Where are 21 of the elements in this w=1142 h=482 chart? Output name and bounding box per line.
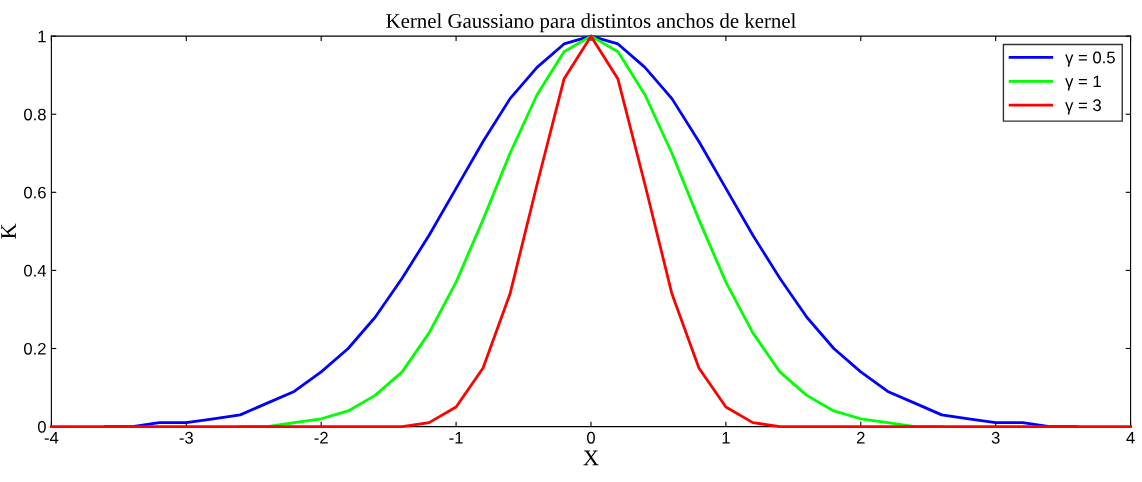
- legend-label: γ = 3: [1065, 99, 1101, 115]
- x-tick-label: -2: [314, 431, 328, 444]
- y-tick-label: 0.2: [24, 342, 46, 355]
- x-tick-label: 3: [991, 431, 1000, 444]
- x-tick-label: 1: [722, 432, 730, 444]
- y-tick-label: 1: [38, 30, 46, 43]
- legend-label: γ = 1: [1065, 75, 1101, 91]
- x-tick-label: -4: [44, 432, 59, 444]
- chart-title: Kernel Gaussiano para distintos anchos de kernel: [386, 13, 796, 33]
- x-tick-label: -3: [179, 431, 193, 444]
- x-tick-label: 0: [587, 431, 595, 444]
- x-tick-label: -1: [449, 432, 463, 444]
- y-axis-title: K: [1, 223, 16, 239]
- x-tick-label: 4: [1126, 432, 1135, 444]
- x-axis-title: X: [583, 450, 599, 466]
- x-tick-label: 2: [856, 431, 865, 444]
- legend-label: γ = 0.5: [1065, 51, 1115, 67]
- y-tick-label: 0.4: [24, 264, 47, 277]
- y-tick-label: 0: [37, 420, 46, 433]
- y-tick-label: 0.8: [24, 108, 46, 121]
- y-tick-label: 0.6: [24, 186, 46, 199]
